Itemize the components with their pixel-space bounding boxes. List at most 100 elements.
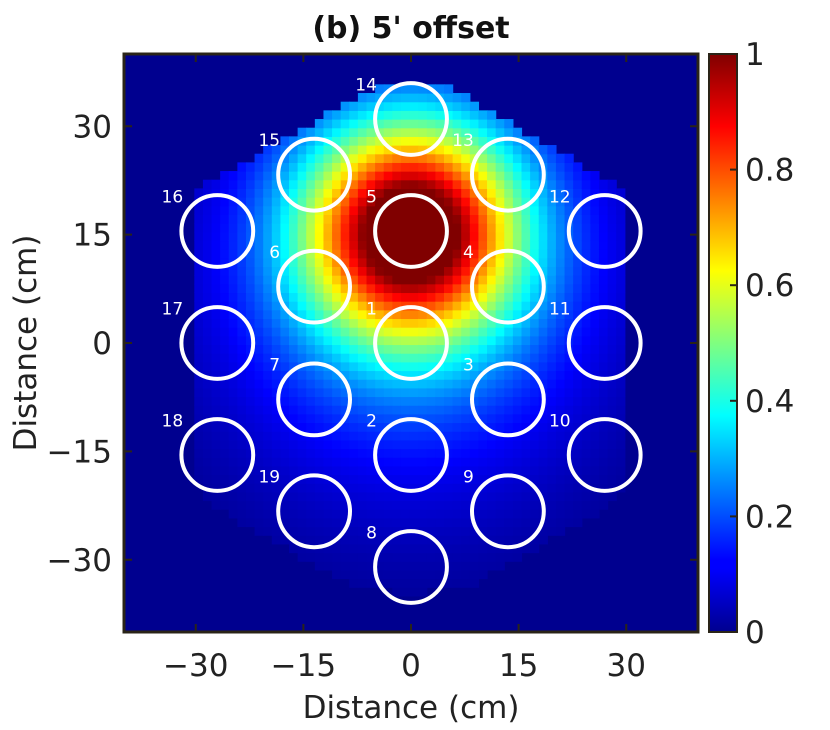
heatmap-cell (349, 257, 359, 268)
heatmap-cell (392, 431, 402, 441)
heatmap-cell (306, 353, 316, 363)
heatmap-cell (271, 361, 282, 372)
heatmap-cell (202, 387, 213, 398)
heatmap-cell (581, 361, 591, 372)
heatmap-cell (478, 552, 488, 562)
heatmap-cell (340, 223, 350, 233)
heatmap-cell (590, 223, 600, 233)
heatmap-cell (245, 249, 256, 259)
heatmap-cell (220, 283, 230, 294)
heatmap-cell (237, 214, 247, 224)
heatmap-cell (340, 335, 350, 346)
heatmap-cell (555, 283, 566, 294)
heatmap-cell (254, 353, 264, 363)
heatmap-cell (435, 171, 445, 181)
heatmap-cell (607, 361, 617, 372)
heatmap-cell (400, 517, 411, 528)
heatmap-cell (469, 127, 480, 137)
heatmap-cell (202, 275, 213, 285)
heatmap-cell (383, 283, 393, 294)
heatmap-cell (495, 301, 505, 311)
heatmap-cell (521, 379, 531, 389)
heatmap-cell (194, 387, 204, 398)
heatmap-cell (573, 283, 583, 294)
heatmap-cell (452, 379, 462, 389)
heatmap-cell (581, 188, 591, 198)
heatmap-cell (357, 301, 368, 311)
heatmap-cell (297, 439, 307, 450)
heatmap-cell (538, 318, 548, 328)
heatmap-cell (461, 266, 471, 276)
heatmap-cell (478, 179, 488, 189)
heatmap-cell (245, 344, 256, 354)
heatmap-cell (357, 153, 368, 163)
heatmap-cell (323, 197, 333, 207)
heatmap-cell (435, 370, 445, 380)
heatmap-cell (590, 353, 600, 363)
heatmap-cell (375, 110, 385, 120)
heatmap-cell (616, 439, 626, 450)
heatmap-cell (573, 517, 583, 528)
heatmap-cell (237, 491, 247, 502)
heatmap-cell (202, 197, 213, 207)
heatmap-cell (581, 387, 591, 398)
heatmap-cell (332, 257, 342, 268)
heatmap-cell (616, 188, 626, 198)
heatmap-cell (495, 353, 505, 363)
heatmap-cell (383, 327, 393, 337)
heatmap-cell (616, 214, 626, 224)
heatmap-cell (306, 171, 316, 181)
heatmap-cell (357, 283, 368, 294)
heatmap-cell (237, 517, 247, 528)
heatmap-cell (400, 231, 411, 242)
heatmap-cell (426, 153, 436, 163)
heatmap-cell (254, 517, 264, 528)
heatmap-cell (573, 162, 583, 172)
heatmap-cell (418, 101, 428, 111)
heatmap-cell (194, 205, 204, 215)
heatmap-cell (245, 179, 256, 189)
heatmap-cell (504, 145, 514, 155)
heatmap-cell (340, 405, 350, 415)
heatmap-cell (409, 587, 419, 597)
heatmap-cell (409, 283, 419, 294)
heatmap-cell (289, 266, 299, 276)
heatmap-cell (306, 526, 316, 536)
heatmap-cell (504, 509, 514, 519)
heatmap-cell (616, 266, 626, 276)
heatmap-cell (375, 500, 385, 510)
heatmap-cell (349, 361, 359, 372)
rod-label-15: 15 (258, 131, 280, 151)
heatmap-cell (349, 318, 359, 328)
heatmap-cell (504, 500, 514, 510)
heatmap-cell (521, 526, 531, 536)
heatmap-cell (495, 517, 505, 528)
heatmap-cell (418, 361, 428, 372)
heatmap-cell (530, 231, 540, 242)
heatmap-cell (452, 509, 462, 519)
heatmap-cell (581, 266, 591, 276)
heatmap-cell (263, 361, 273, 372)
heatmap-cell (263, 335, 273, 346)
heatmap-cell (400, 240, 411, 250)
heatmap-cell (435, 344, 445, 354)
heatmap-cell (478, 153, 488, 163)
heatmap-cell (383, 179, 393, 189)
rod-label-18: 18 (162, 411, 184, 431)
heatmap-cell (521, 370, 531, 380)
heatmap-cell (254, 162, 264, 172)
heatmap-cell (289, 361, 299, 372)
heatmap-cell (340, 483, 350, 493)
heatmap-cell (375, 136, 385, 146)
heatmap-cell (392, 569, 402, 580)
heatmap-cell (357, 171, 368, 181)
heatmap-cell (340, 205, 350, 215)
rod-circle-10 (566, 417, 643, 493)
heatmap-cell (564, 275, 574, 285)
heatmap-cell (530, 292, 540, 302)
heatmap-cell (409, 578, 419, 588)
heatmap-cell (435, 84, 445, 94)
heatmap-cell (504, 379, 514, 389)
heatmap-cell (590, 422, 600, 432)
heatmap-cell (271, 301, 282, 311)
